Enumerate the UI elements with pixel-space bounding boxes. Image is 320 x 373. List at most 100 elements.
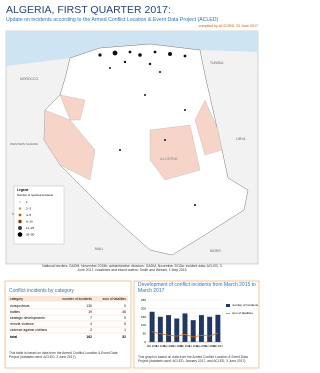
y-tick-label: 0 [144, 340, 146, 344]
x-tick-label: Sep 2016 [196, 345, 207, 348]
legend-label: 26–50 [26, 233, 35, 237]
incident-dot [183, 54, 187, 58]
table-cell: 19 [88, 310, 92, 314]
x-tick-label: Dec 2015 [172, 345, 183, 348]
title: ALGERIA, FIRST QUARTER 2017: [6, 4, 171, 16]
table-cell: 46 [122, 310, 126, 314]
incident-dot [168, 52, 172, 56]
x-tick-label: Jun 2016 [188, 345, 199, 348]
incident-dot [109, 67, 111, 69]
table-cell: 4 [90, 322, 92, 326]
table-box [4, 280, 132, 369]
incident-dot [123, 60, 127, 64]
y-tick-label: 150 [141, 315, 146, 319]
table-total: 52 [122, 335, 126, 339]
table-cell: 5 [124, 322, 126, 326]
incident-dot [98, 53, 102, 57]
legend-dot [19, 201, 21, 203]
chart-box [133, 280, 260, 369]
incident-dot [184, 109, 186, 111]
bar [157, 316, 163, 342]
incident-dot [128, 50, 132, 54]
table-cell: 0 [124, 304, 126, 308]
compiled: compiled by ACCORD, 22 June 2017 [199, 24, 258, 28]
x-tick-label: Mar 2016 [180, 345, 191, 348]
bar [190, 320, 196, 342]
map-label: MOROCCO [20, 77, 38, 81]
legend-title: Legend [17, 188, 28, 192]
province [59, 94, 86, 121]
legend-dot [18, 207, 22, 210]
table-cell: 1 [124, 328, 126, 332]
legend-label: sum of fatalities [232, 311, 253, 315]
column-header: number of incidents [62, 297, 92, 301]
incident-dot [119, 149, 121, 151]
legend-items: 1 2–3 4–5 6–10 11–25 26–50 [17, 200, 35, 237]
bar [215, 314, 221, 342]
legend-dot [18, 226, 22, 230]
table-cell: battles [10, 310, 20, 314]
table-cell: strategic developments [10, 316, 45, 320]
incident-dot [148, 62, 152, 66]
bar [182, 313, 188, 342]
incident-dot [144, 94, 146, 96]
legend-label: 2–3 [26, 207, 31, 211]
bar [166, 315, 172, 342]
x-tick-label: Sep 2015 [163, 345, 174, 348]
legend-dot [17, 232, 23, 237]
legend-label: number of incidents [232, 303, 259, 307]
canvas: ALGERIA, FIRST QUARTER 2017: Update on i… [4, 4, 260, 369]
column-header: sum of fatalities [102, 297, 126, 301]
legend-label: 1 [26, 200, 28, 204]
map: MOROCCO TUNISIA LIBYA MALI NIGER MAURITA… [5, 30, 259, 265]
table-cell: 0 [124, 316, 126, 320]
map-label: WESTERN SAHARA [10, 142, 38, 146]
table: category number of incidents sum of fatali… [8, 296, 128, 339]
bar [174, 318, 180, 342]
map-label: NIGER [210, 249, 221, 253]
bar [207, 316, 213, 342]
map-label: TUNISIA [210, 61, 224, 65]
chart-note: This graph is based on data from the Arm… [138, 355, 248, 363]
incident-dot [164, 139, 166, 141]
incident-dot [153, 50, 157, 54]
legend-subtitle: Number of reported incidents [17, 193, 54, 197]
x-tick-label: Dec 2016 [205, 345, 216, 348]
province [194, 99, 223, 156]
map-label: ALGERIA [160, 156, 178, 161]
page: ALGERIA, FIRST QUARTER 2017: Update on i… [4, 4, 260, 369]
incident-dots [98, 50, 196, 206]
table-total: 162 [86, 335, 92, 339]
chart-title: Development of conflict incidents from M… [138, 282, 256, 294]
table-cell: violence against civilians [10, 328, 47, 332]
map-label: LIBYA [236, 137, 246, 141]
column-header: category [10, 297, 23, 301]
map-label: MALI [95, 247, 103, 251]
incident-dot [159, 71, 161, 73]
legend-dot [18, 219, 22, 224]
incident-dot [138, 53, 142, 57]
incident-dot [194, 204, 196, 206]
map-sources: National borders: GADM, November 2015b; … [42, 264, 222, 272]
y-tick-label: 200 [141, 306, 146, 310]
incident-dot [112, 50, 118, 56]
table-cell: 2 [90, 328, 92, 332]
table-cell: 130 [86, 304, 92, 308]
table-header-bg [8, 296, 128, 302]
x-tick-label: Mar 2017 [213, 345, 224, 348]
table-title: Conflict incidents by category [9, 288, 75, 294]
table-cell: riots/protests [10, 304, 30, 308]
table-total: total [10, 335, 17, 339]
legend-label: 6–10 [26, 220, 33, 224]
legend-dot [18, 213, 22, 217]
legend-label: 4–5 [26, 213, 31, 217]
legend-box [13, 185, 65, 245]
x-tick-label: Mar 2015 [147, 345, 158, 348]
bar [149, 311, 155, 342]
legend-label: 11–25 [26, 226, 34, 230]
sea [6, 31, 258, 66]
subtitle: Update on incidents according to the Arm… [6, 17, 218, 23]
bar [198, 315, 204, 342]
x-tick-label: Jun 2015 [155, 345, 166, 348]
